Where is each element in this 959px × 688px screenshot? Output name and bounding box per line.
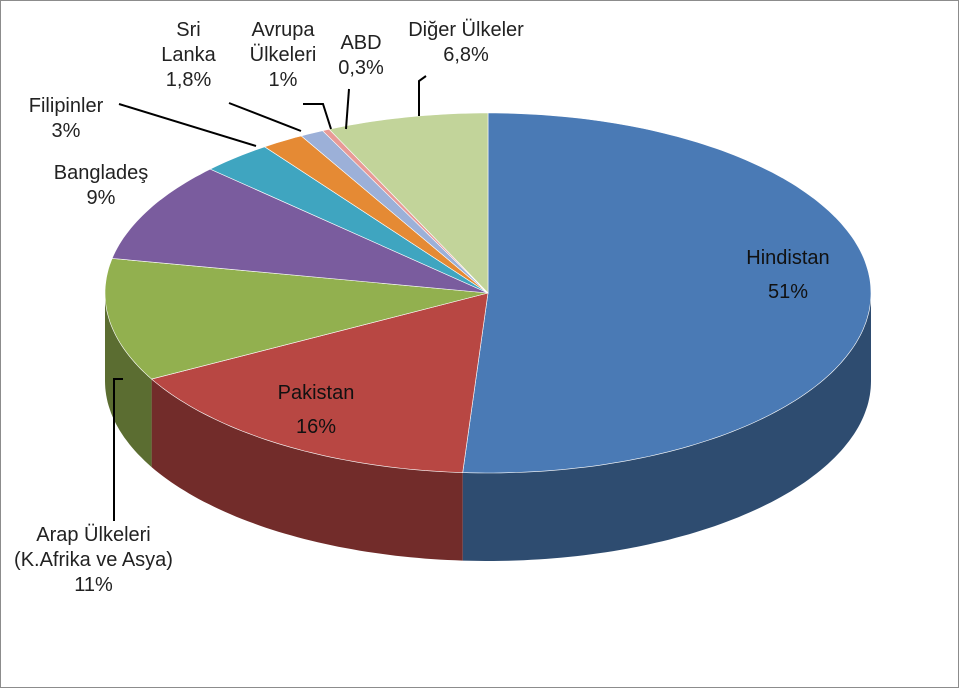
label-name: Pakistan — [277, 382, 355, 404]
data-label: Hindistan 51% — [713, 246, 863, 305]
label-value: 0,3% — [338, 57, 384, 79]
data-label: Arap Ülkeleri (K.Afrika ve Asya) 11% — [11, 523, 176, 598]
label-value: 16% — [295, 416, 337, 438]
data-label: Diğer Ülkeler 6,8% — [386, 18, 546, 68]
slice — [209, 146, 489, 294]
label-value: 3% — [51, 120, 81, 142]
label-name: Arap Ülkeleri (K.Afrika ve Asya) — [14, 524, 173, 571]
slice — [111, 168, 489, 294]
leader-line — [418, 75, 427, 116]
slice-side — [151, 379, 463, 561]
slice-side — [462, 293, 871, 561]
leader-line — [118, 103, 257, 147]
slice — [150, 292, 489, 473]
leader-line — [345, 88, 350, 130]
label-name: Avrupa Ülkeleri — [249, 19, 317, 66]
leader-line — [228, 102, 302, 132]
label-value: 11% — [74, 574, 113, 596]
leader-line — [303, 103, 332, 130]
slice-side — [105, 293, 152, 468]
slice — [263, 135, 489, 294]
label-value: 9% — [86, 187, 116, 209]
data-label: Sri Lanka 1,8% — [151, 18, 226, 93]
data-label: Filipinler 3% — [11, 94, 121, 144]
label-name: Filipinler — [28, 95, 104, 117]
slice — [328, 112, 489, 294]
label-value: 6,8% — [443, 44, 489, 66]
data-label: Avrupa Ülkeleri 1% — [233, 18, 333, 93]
label-name: Bangladeş — [53, 162, 149, 184]
data-label: Pakistan 16% — [241, 381, 391, 440]
leader-line — [113, 378, 123, 521]
label-name: Sri Lanka — [161, 19, 216, 66]
slice — [462, 112, 872, 474]
slice — [104, 258, 489, 380]
label-value: 51% — [767, 281, 809, 303]
data-label: Bangladeş 9% — [31, 161, 171, 211]
data-label: ABD 0,3% — [331, 31, 391, 81]
label-value: 1,8% — [165, 69, 212, 91]
label-name: Hindistan — [746, 247, 830, 269]
label-name: ABD — [340, 32, 382, 54]
label-value: 1% — [268, 69, 298, 91]
label-name: Diğer Ülkeler — [408, 19, 524, 41]
